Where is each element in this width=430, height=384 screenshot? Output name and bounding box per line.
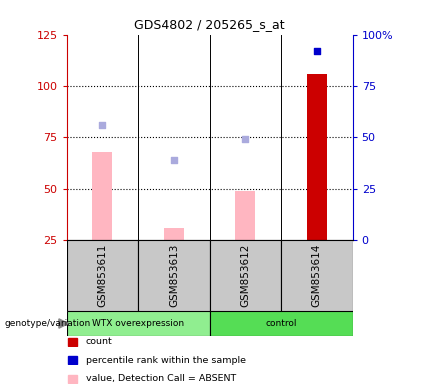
- Bar: [210, 240, 281, 311]
- Text: GSM853613: GSM853613: [169, 244, 179, 307]
- Bar: [68, 338, 77, 346]
- Point: [313, 48, 320, 54]
- Point: [99, 122, 106, 128]
- Bar: [92, 152, 112, 240]
- Bar: [235, 191, 255, 240]
- Polygon shape: [59, 319, 68, 328]
- Bar: [138, 240, 210, 311]
- Point: [242, 136, 249, 142]
- Point: [170, 157, 177, 163]
- Bar: [164, 228, 184, 240]
- Text: genotype/variation: genotype/variation: [4, 319, 91, 328]
- Bar: [307, 74, 327, 240]
- Bar: [67, 240, 138, 311]
- Text: GSM853614: GSM853614: [312, 244, 322, 307]
- Text: GSM853612: GSM853612: [240, 244, 250, 307]
- Text: value, Detection Call = ABSENT: value, Detection Call = ABSENT: [86, 374, 236, 383]
- Text: count: count: [86, 337, 113, 346]
- Text: percentile rank within the sample: percentile rank within the sample: [86, 356, 246, 365]
- Bar: [68, 356, 77, 364]
- Text: WTX overexpression: WTX overexpression: [92, 319, 184, 328]
- Text: control: control: [265, 319, 297, 328]
- Bar: [67, 311, 210, 336]
- Text: GSM853611: GSM853611: [97, 244, 108, 307]
- Bar: [68, 375, 77, 382]
- Title: GDS4802 / 205265_s_at: GDS4802 / 205265_s_at: [134, 18, 285, 31]
- Bar: [210, 311, 353, 336]
- Bar: [281, 240, 353, 311]
